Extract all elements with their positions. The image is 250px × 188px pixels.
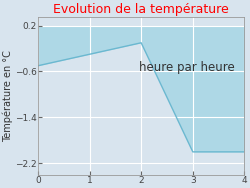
Title: Evolution de la température: Evolution de la température [53,3,229,16]
Y-axis label: Température en °C: Température en °C [3,50,13,142]
Text: heure par heure: heure par heure [139,61,234,74]
